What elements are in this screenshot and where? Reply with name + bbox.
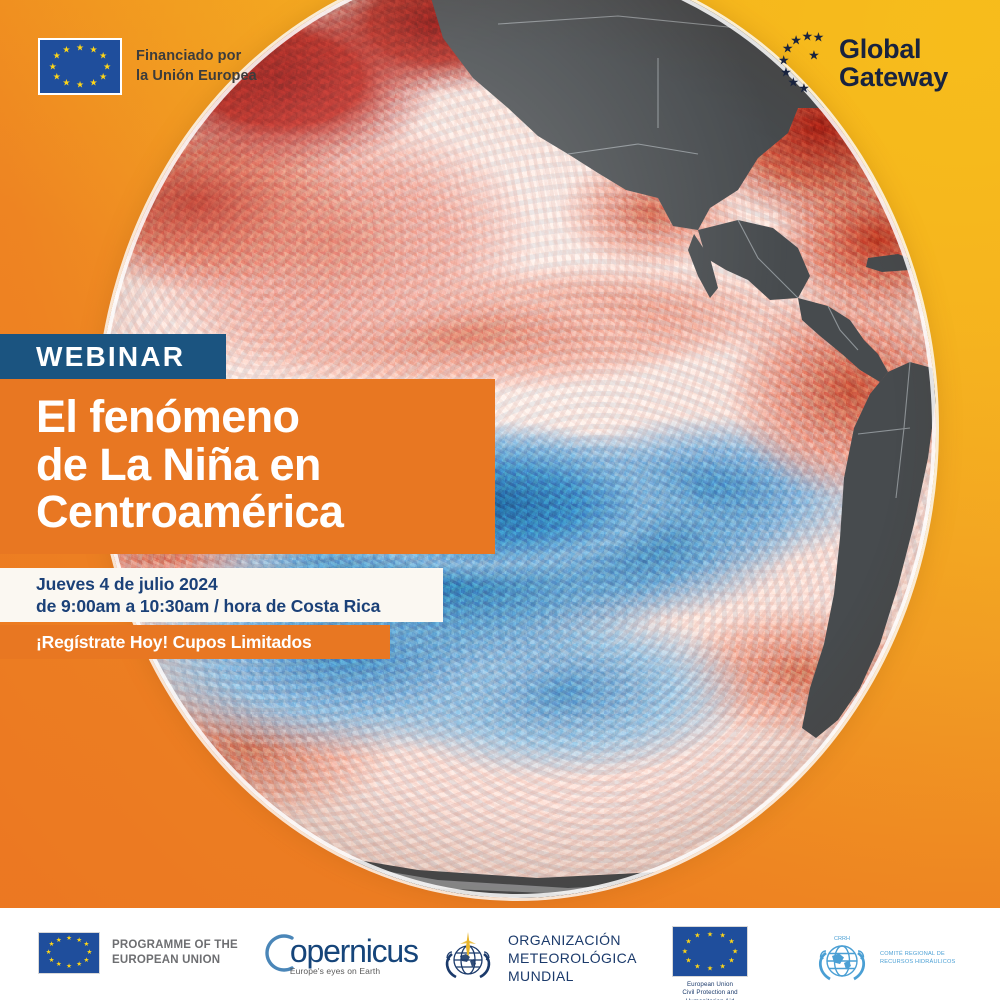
- crrh-line1: COMITÉ REGIONAL DE: [880, 951, 945, 958]
- wmo-line2: METEOROLÓGICA: [508, 949, 637, 966]
- wmo-globe-laurel-icon: [445, 932, 491, 979]
- wmo-line3: MUNDIAL: [508, 968, 574, 985]
- global-gateway-text: Global Gateway: [839, 33, 948, 92]
- crrh-globe-laurel-icon: CRRH: [819, 936, 865, 981]
- title-line-1: El fenómeno: [36, 391, 300, 442]
- register-cta-label: ¡Regístrate Hoy! Cupos Limitados: [36, 631, 312, 652]
- copernicus-name: opernicus: [289, 932, 419, 969]
- eu-funding-text: Financiado por la Unión Europea: [136, 47, 257, 86]
- webinar-badge: WEBINAR: [0, 334, 226, 379]
- logo-copernicus: ★ ★ ★ ★ ★ ★ ★ ★ ★ ★ ★ ★ PROGRAMME OF THE…: [38, 930, 419, 976]
- event-date: Jueves 4 de julio 2024: [36, 573, 218, 594]
- title-line-3: Centroamérica: [36, 486, 344, 538]
- register-cta-bar[interactable]: ¡Regístrate Hoy! Cupos Limitados: [0, 625, 390, 659]
- page-title: El fenómeno de La Niña en Centroamérica: [0, 379, 495, 536]
- eu-flag-icon: ★ ★ ★ ★ ★ ★ ★ ★ ★ ★ ★ ★: [38, 38, 122, 95]
- eu-flag-icon: ★ ★ ★ ★ ★ ★ ★ ★ ★ ★ ★ ★: [38, 932, 100, 974]
- echo-text: European Union Civil Protection and Huma…: [682, 981, 737, 1000]
- crrh-text: COMITÉ REGIONAL DE RECURSOS HIDRÁULICOS: [880, 951, 956, 966]
- crrh-emblem-label: CRRH: [834, 936, 850, 942]
- copernicus-wordmark: opernicus Europe's eyes on Earth: [254, 930, 419, 976]
- eu-funding-line1: Financiado por: [136, 48, 242, 65]
- copernicus-tagline: Europe's eyes on Earth: [289, 966, 381, 976]
- title-line-2: de La Niña en: [36, 438, 321, 490]
- event-time: de 9:00am a 10:30am / hora de Costa Rica: [36, 596, 381, 616]
- webinar-badge-label: WEBINAR: [36, 340, 186, 372]
- footer-logo-bar: ★ ★ ★ ★ ★ ★ ★ ★ ★ ★ ★ ★ PROGRAMME OF THE…: [0, 908, 1000, 1000]
- land-masses: [98, 0, 936, 898]
- eu-stars-arc-icon: ★ ★ ★ ★ ★ ★ ★ ★ ★: [777, 28, 825, 96]
- eu-funding-logo: ★ ★ ★ ★ ★ ★ ★ ★ ★ ★ ★ ★ Financiado por l…: [38, 38, 257, 95]
- copernicus-eu-line1: PROGRAMME OF THE: [112, 939, 238, 952]
- logo-echo: ★ ★ ★ ★ ★ ★ ★ ★ ★ ★ ★ ★ European Union C…: [672, 926, 748, 1000]
- wmo-text: ORGANIZACIÓN METEOROLÓGICA MUNDIAL: [508, 931, 637, 986]
- logo-crrh: CRRH COMITÉ REGIONAL DE RECURSOS HIDRÁUL…: [812, 930, 956, 988]
- global-gateway-logo: ★ ★ ★ ★ ★ ★ ★ ★ ★ Global Gateway: [777, 28, 948, 96]
- global-gateway-line1: Global: [839, 33, 922, 64]
- wmo-line1: ORGANIZACIÓN: [508, 931, 621, 948]
- echo-line1: European Union: [686, 981, 734, 988]
- title-panel: El fenómeno de La Niña en Centroamérica: [0, 379, 495, 554]
- eu-funding-line2: la Unión Europea: [136, 67, 257, 84]
- logo-wmo: ORGANIZACIÓN METEOROLÓGICA MUNDIAL: [440, 930, 637, 986]
- event-datetime-panel: Jueves 4 de julio 2024 de 9:00am a 10:30…: [0, 568, 443, 622]
- copernicus-arc-icon: [265, 934, 294, 972]
- echo-line3: Humanitarian Aid: [682, 998, 737, 1000]
- copernicus-eu-line2: EUROPEAN UNION: [112, 954, 221, 966]
- echo-line2: Civil Protection and: [682, 989, 738, 997]
- eu-flag-icon: ★ ★ ★ ★ ★ ★ ★ ★ ★ ★ ★ ★: [672, 926, 748, 977]
- crrh-line2: RECURSOS HIDRÁULICOS: [880, 959, 956, 965]
- copernicus-eu-text: PROGRAMME OF THE EUROPEAN UNION: [112, 938, 238, 967]
- global-gateway-line2: Gateway: [839, 62, 948, 92]
